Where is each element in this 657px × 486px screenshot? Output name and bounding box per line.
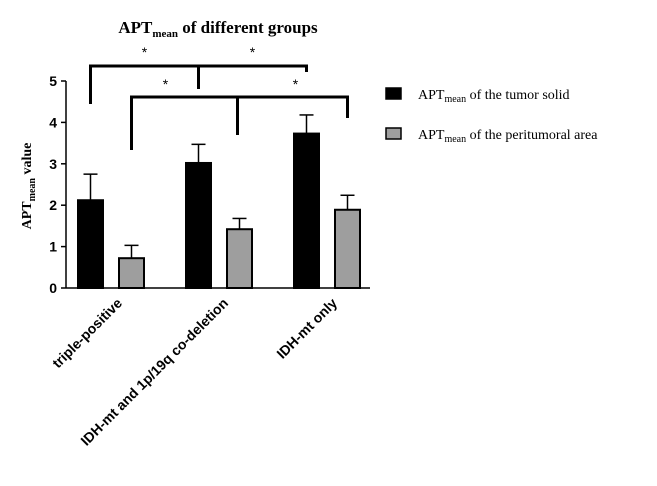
y-tick-label: 3	[49, 156, 57, 172]
legend-1-main: APT	[418, 88, 445, 103]
legend-1-sub: mean	[444, 94, 466, 105]
y-tick-label: 5	[49, 73, 57, 89]
y-axis-label-main: APT	[20, 201, 35, 230]
legend-2-main: APT	[418, 128, 445, 143]
x-tick-label: triple-positive	[49, 295, 125, 371]
legend-swatch-tumor-solid	[385, 87, 402, 100]
legend-label-peritumoral-area: APTmean of the peritumoral area	[418, 128, 598, 145]
legend-2-sub: mean	[444, 134, 466, 145]
x-tick-label: IDH-mt only	[273, 295, 340, 362]
y-tick-label: 1	[49, 239, 57, 255]
bracket-lower	[130, 95, 349, 150]
bar	[293, 132, 320, 289]
chart-title: APTmean of different groups	[118, 18, 318, 40]
bars	[77, 132, 361, 290]
significance-star: *	[293, 76, 299, 92]
significance-brackets: * * * *	[89, 44, 349, 150]
y-tick-label: 0	[49, 280, 57, 296]
legend-label-tumor-solid: APTmean of the tumor solid	[418, 88, 570, 105]
bar	[118, 257, 145, 289]
bar	[334, 208, 361, 289]
y-tick-label: 4	[49, 114, 57, 130]
y-axis-label-sub: mean	[27, 178, 38, 202]
legend-swatch-peritumoral-area	[385, 127, 402, 140]
legend-2-rest: of the peritumoral area	[466, 128, 598, 143]
legend-1-rest: of the tumor solid	[466, 88, 569, 103]
bar	[77, 199, 104, 289]
chart-title-sub: mean	[152, 28, 178, 40]
bar	[226, 228, 253, 290]
legend: APTmean of the tumor solid APTmean of th…	[385, 87, 598, 145]
y-axis-label-rest: value	[20, 143, 35, 178]
significance-star: *	[142, 44, 148, 60]
significance-star: *	[250, 44, 256, 60]
chart-title-rest: of different groups	[178, 18, 318, 37]
bar	[185, 161, 212, 289]
error-bars	[83, 114, 355, 259]
chart-title-main: APT	[118, 18, 153, 37]
y-axis-label: APTmean value	[20, 143, 38, 230]
significance-star: *	[163, 76, 169, 92]
y-tick-label: 2	[49, 197, 57, 213]
